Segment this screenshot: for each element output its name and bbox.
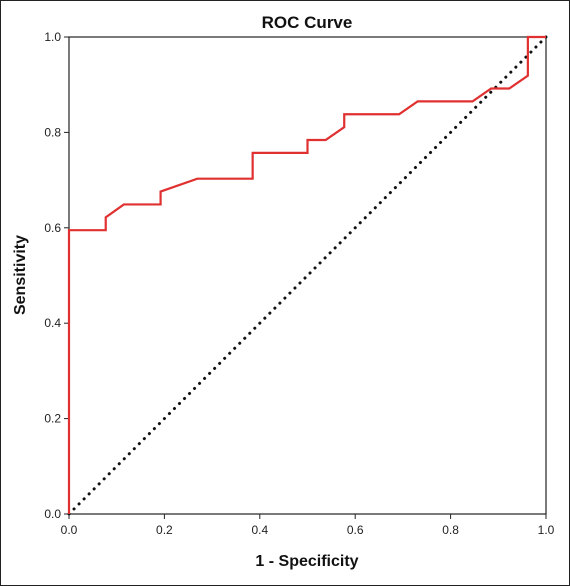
roc-curve-line	[67, 35, 546, 514]
x-tick-label: 0.4	[251, 523, 268, 537]
y-axis-title: Sensitivity	[12, 235, 29, 315]
y-tick-label: 1.0	[44, 30, 61, 44]
plot-area	[68, 36, 547, 515]
y-tick-label: 0.8	[44, 125, 61, 139]
y-tick-label: 0.4	[44, 316, 61, 330]
y-tick-label: 0.6	[44, 221, 61, 235]
x-tick-label: 1.0	[538, 523, 555, 537]
y-tick-label: 0.2	[44, 412, 61, 426]
x-tick-label: 0.2	[156, 523, 173, 537]
x-tick-label: 0.0	[61, 523, 78, 537]
x-axis-title: 1 - Specificity	[255, 553, 358, 570]
x-tick-label: 0.8	[442, 523, 459, 537]
axis-ticks: 0.0 0.2 0.4 0.6 0.8 1.0 0.0 0.2 0.4 0.6 0.8 1.0	[44, 30, 554, 537]
x-tick-label: 0.6	[347, 523, 364, 537]
y-tick-label: 0.0	[44, 507, 61, 521]
chart-title: ROC Curve	[262, 13, 353, 32]
reference-diagonal-line	[67, 35, 548, 516]
